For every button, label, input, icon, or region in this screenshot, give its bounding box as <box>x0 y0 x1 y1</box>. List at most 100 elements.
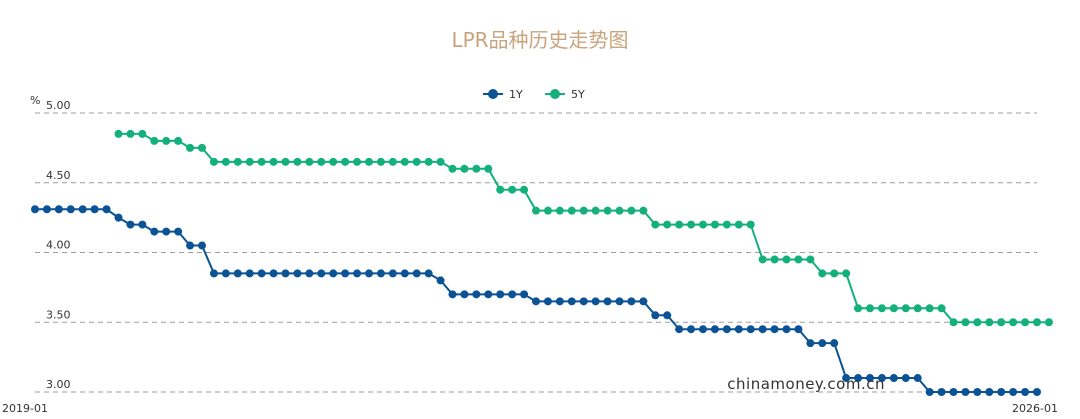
data-point-1y[interactable] <box>448 290 457 299</box>
data-point-5y[interactable] <box>710 220 719 229</box>
data-point-5y[interactable] <box>639 206 648 215</box>
data-point-1y[interactable] <box>198 241 206 250</box>
data-point-5y[interactable] <box>484 164 493 173</box>
data-point-1y[interactable] <box>615 297 624 306</box>
data-point-5y[interactable] <box>472 164 481 173</box>
data-point-5y[interactable] <box>198 143 206 152</box>
data-point-1y[interactable] <box>818 339 827 348</box>
data-point-1y[interactable] <box>293 269 302 278</box>
data-point-1y[interactable] <box>424 269 433 278</box>
data-point-1y[interactable] <box>997 388 1006 396</box>
data-point-5y[interactable] <box>1044 318 1053 327</box>
data-point-1y[interactable] <box>901 374 910 383</box>
data-point-5y[interactable] <box>651 220 660 229</box>
legend-item-5y[interactable]: 5Y <box>545 88 585 101</box>
data-point-5y[interactable] <box>186 143 195 152</box>
data-point-1y[interactable] <box>806 339 815 348</box>
data-point-5y[interactable] <box>376 157 385 166</box>
data-point-5y[interactable] <box>436 157 445 166</box>
data-point-5y[interactable] <box>985 318 994 327</box>
data-point-5y[interactable] <box>675 220 684 229</box>
data-point-1y[interactable] <box>579 297 588 306</box>
data-point-1y[interactable] <box>687 325 696 334</box>
data-point-1y[interactable] <box>877 374 886 383</box>
data-point-1y[interactable] <box>567 297 576 306</box>
data-point-5y[interactable] <box>925 304 934 313</box>
data-point-1y[interactable] <box>949 388 958 396</box>
data-point-1y[interactable] <box>663 311 672 320</box>
data-point-5y[interactable] <box>866 304 874 313</box>
data-point-5y[interactable] <box>1033 318 1041 327</box>
data-point-5y[interactable] <box>329 157 338 166</box>
data-point-1y[interactable] <box>353 269 362 278</box>
data-point-1y[interactable] <box>496 290 505 299</box>
data-point-5y[interactable] <box>889 304 898 313</box>
data-point-5y[interactable] <box>496 185 505 194</box>
data-point-5y[interactable] <box>722 220 731 229</box>
data-point-1y[interactable] <box>281 269 290 278</box>
data-point-1y[interactable] <box>842 374 851 383</box>
data-point-1y[interactable] <box>186 241 195 250</box>
legend-item-1y[interactable]: 1Y <box>483 88 523 101</box>
data-point-1y[interactable] <box>138 220 147 229</box>
data-point-1y[interactable] <box>66 205 75 214</box>
data-point-1y[interactable] <box>365 269 373 278</box>
data-point-1y[interactable] <box>699 325 707 334</box>
data-point-5y[interactable] <box>245 157 254 166</box>
data-point-1y[interactable] <box>520 290 529 299</box>
data-point-1y[interactable] <box>102 205 111 214</box>
data-point-5y[interactable] <box>806 255 815 264</box>
data-point-1y[interactable] <box>866 374 874 383</box>
data-point-1y[interactable] <box>555 297 564 306</box>
data-point-5y[interactable] <box>782 255 791 264</box>
data-point-1y[interactable] <box>746 325 755 334</box>
data-point-5y[interactable] <box>448 164 457 173</box>
data-point-1y[interactable] <box>460 290 469 299</box>
data-point-1y[interactable] <box>257 269 266 278</box>
data-point-1y[interactable] <box>508 290 517 299</box>
data-point-1y[interactable] <box>376 269 385 278</box>
data-point-1y[interactable] <box>388 269 397 278</box>
data-point-1y[interactable] <box>961 388 970 396</box>
data-point-5y[interactable] <box>794 255 803 264</box>
data-point-1y[interactable] <box>162 227 171 236</box>
data-point-1y[interactable] <box>794 325 803 334</box>
data-point-5y[interactable] <box>138 129 147 138</box>
data-point-1y[interactable] <box>651 311 660 320</box>
data-point-5y[interactable] <box>830 269 839 278</box>
data-point-5y[interactable] <box>365 157 373 166</box>
data-point-1y[interactable] <box>329 269 338 278</box>
data-point-5y[interactable] <box>233 157 242 166</box>
data-point-5y[interactable] <box>257 157 266 166</box>
data-point-1y[interactable] <box>472 290 481 299</box>
data-point-5y[interactable] <box>937 304 946 313</box>
data-point-5y[interactable] <box>615 206 624 215</box>
data-point-1y[interactable] <box>937 388 946 396</box>
data-point-1y[interactable] <box>925 388 934 396</box>
data-point-1y[interactable] <box>854 374 863 383</box>
data-point-5y[interactable] <box>424 157 433 166</box>
data-point-5y[interactable] <box>877 304 886 313</box>
data-point-1y[interactable] <box>436 276 445 285</box>
data-point-5y[interactable] <box>603 206 612 215</box>
data-point-5y[interactable] <box>973 318 982 327</box>
data-point-5y[interactable] <box>579 206 588 215</box>
data-point-1y[interactable] <box>603 297 612 306</box>
data-point-5y[interactable] <box>293 157 302 166</box>
data-point-1y[interactable] <box>54 205 63 214</box>
data-point-1y[interactable] <box>710 325 719 334</box>
data-point-1y[interactable] <box>591 297 600 306</box>
data-point-1y[interactable] <box>400 269 409 278</box>
data-point-5y[interactable] <box>734 220 743 229</box>
data-point-5y[interactable] <box>901 304 910 313</box>
data-point-1y[interactable] <box>114 213 123 222</box>
data-point-5y[interactable] <box>758 255 767 264</box>
data-point-1y[interactable] <box>627 297 636 306</box>
data-point-5y[interactable] <box>961 318 970 327</box>
data-point-1y[interactable] <box>973 388 982 396</box>
data-point-1y[interactable] <box>90 205 99 214</box>
data-point-1y[interactable] <box>722 325 731 334</box>
data-point-5y[interactable] <box>508 185 517 194</box>
data-point-5y[interactable] <box>126 129 135 138</box>
data-point-5y[interactable] <box>699 220 707 229</box>
